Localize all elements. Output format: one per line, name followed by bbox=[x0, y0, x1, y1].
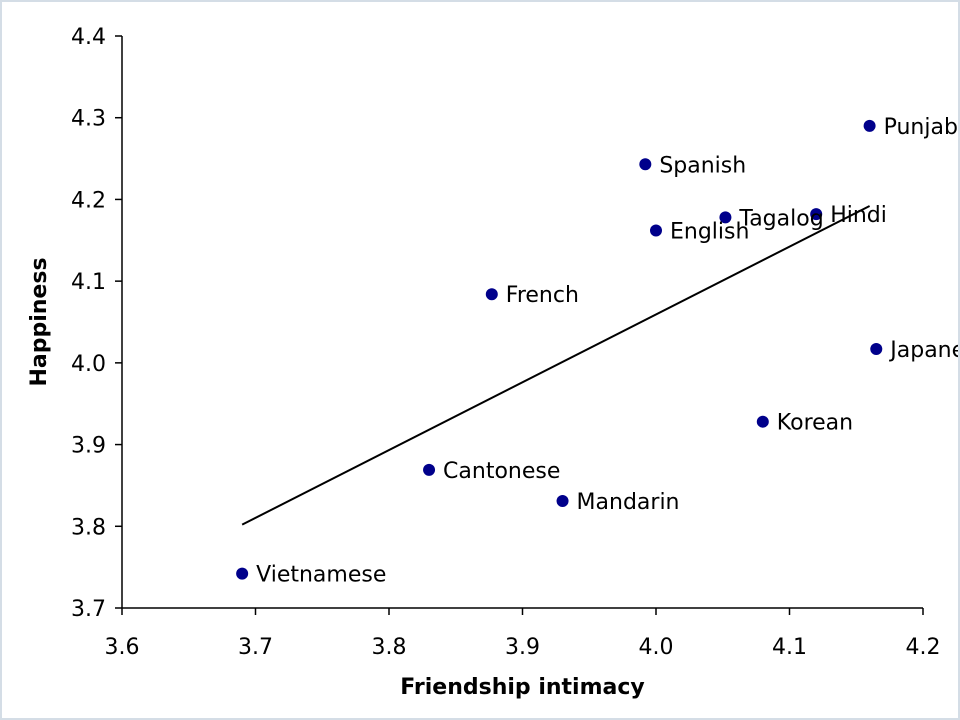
x-tick-label: 4.1 bbox=[772, 635, 807, 660]
data-point bbox=[485, 288, 498, 301]
point-label: English bbox=[670, 219, 749, 244]
axes bbox=[121, 36, 923, 609]
y-tick-label: 4.0 bbox=[71, 352, 106, 377]
point-label: Japanese bbox=[888, 338, 958, 363]
x-tick-label: 4.0 bbox=[639, 635, 674, 660]
data-point bbox=[719, 211, 732, 224]
point-label: Tagalog bbox=[738, 206, 823, 231]
point-label: Hindi bbox=[830, 203, 887, 228]
x-axis-title: Friendship intimacy bbox=[400, 675, 644, 700]
y-tick-label: 4.1 bbox=[71, 270, 106, 295]
points-group bbox=[236, 119, 883, 580]
x-tick-label: 3.6 bbox=[105, 635, 140, 660]
point-label: Mandarin bbox=[577, 490, 680, 515]
data-point bbox=[556, 494, 569, 507]
point-label: Punjabi bbox=[884, 115, 958, 140]
point-label: Spanish bbox=[659, 153, 746, 178]
y-tick-label: 3.8 bbox=[71, 515, 106, 540]
y-axis-title: Happiness bbox=[27, 257, 52, 386]
data-point bbox=[236, 567, 249, 580]
data-point bbox=[870, 342, 883, 355]
x-tick-label: 3.9 bbox=[505, 635, 540, 660]
x-tick-label: 4.2 bbox=[906, 635, 941, 660]
y-tick-label: 4.3 bbox=[71, 107, 106, 132]
data-point bbox=[756, 415, 769, 428]
data-point bbox=[650, 224, 662, 237]
data-point bbox=[423, 463, 436, 476]
x-tick-group: 3.6 3.7 3.8 3.9 4.0 4.1 4.2 bbox=[105, 608, 941, 660]
data-point bbox=[810, 208, 823, 221]
trendline bbox=[241, 205, 871, 526]
y-tick-label: 3.7 bbox=[71, 597, 106, 622]
trendline-group bbox=[241, 205, 871, 526]
y-tick-label: 4.4 bbox=[71, 25, 106, 50]
data-point bbox=[639, 158, 652, 171]
y-tick-group: 3.7 3.8 3.9 4.0 4.1 4.2 4.3 4.4 bbox=[71, 25, 122, 622]
x-tick-label: 3.8 bbox=[372, 635, 407, 660]
point-label: Vietnamese bbox=[256, 563, 386, 588]
y-tick-label: 3.9 bbox=[71, 434, 106, 459]
data-point bbox=[863, 119, 876, 132]
x-tick-label: 3.7 bbox=[238, 635, 273, 660]
point-label: Korean bbox=[777, 411, 853, 436]
point-label: Cantonese bbox=[443, 459, 560, 484]
point-label: French bbox=[506, 283, 579, 308]
y-tick-label: 4.2 bbox=[71, 188, 106, 213]
